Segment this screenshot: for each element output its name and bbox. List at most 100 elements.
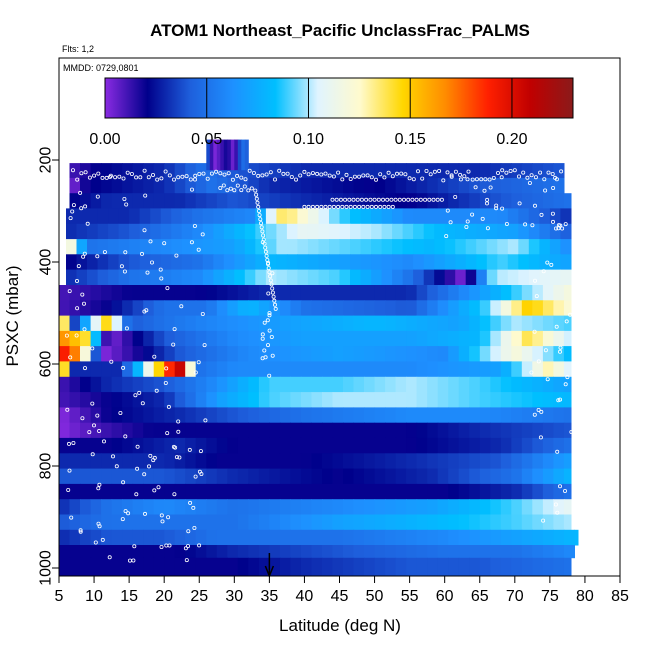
heatmap-cell — [444, 239, 456, 255]
heatmap-cell — [290, 557, 302, 577]
track-point — [197, 543, 202, 548]
heatmap-cell — [122, 330, 134, 347]
heatmap-cell — [111, 468, 123, 485]
track-point — [82, 251, 87, 256]
heatmap-cell — [458, 285, 470, 301]
heatmap-cell — [539, 239, 551, 255]
heatmap-cell — [290, 437, 302, 454]
track-point — [431, 197, 436, 202]
heatmap-cell — [343, 177, 355, 194]
heatmap-cell — [279, 514, 291, 531]
heatmap-cell — [479, 514, 491, 531]
heatmap-cell — [553, 453, 565, 469]
heatmap-cell — [258, 437, 270, 454]
track-point — [265, 343, 270, 348]
track-point — [340, 177, 345, 182]
heatmap-cell — [332, 376, 344, 393]
heatmap-cell — [329, 269, 341, 286]
heatmap-cell — [185, 514, 197, 531]
y-axis-label: PSXC (mbar) — [3, 265, 22, 366]
heatmap-cell — [279, 468, 291, 485]
heatmap-cell — [97, 269, 109, 286]
heatmap-cell — [185, 163, 197, 179]
track-point — [152, 354, 157, 359]
heatmap-cell — [216, 514, 228, 531]
heatmap-cell — [434, 239, 446, 255]
track-point — [380, 197, 385, 202]
heatmap-cell — [80, 453, 92, 469]
heatmap-cell — [227, 361, 239, 378]
heatmap-cell — [511, 330, 523, 347]
heatmap-cell — [490, 346, 502, 362]
heatmap-cell — [511, 557, 523, 577]
track-point — [79, 171, 84, 176]
track-point — [67, 441, 72, 446]
heatmap-cell — [427, 346, 439, 362]
heatmap-cell — [353, 285, 365, 301]
heatmap-cell — [458, 422, 470, 439]
heatmap-cell — [364, 422, 376, 439]
heatmap-cell — [511, 407, 523, 424]
track-point — [148, 453, 153, 458]
track-point — [521, 170, 526, 175]
heatmap-cell — [164, 468, 176, 485]
heatmap-cells — [59, 139, 579, 577]
heatmap-cell — [132, 483, 144, 500]
heatmap-cell — [427, 376, 439, 393]
heatmap-cell — [132, 529, 144, 546]
heatmap-cell — [185, 468, 197, 485]
heatmap-cell — [448, 545, 460, 559]
heatmap-cell — [59, 557, 71, 577]
heatmap-cell — [101, 422, 113, 439]
heatmap-cell — [549, 223, 561, 240]
heatmap-cell — [80, 557, 92, 577]
track-point — [142, 472, 147, 477]
heatmap-cell — [542, 453, 554, 469]
heatmap-cell — [111, 376, 123, 393]
heatmap-cell — [427, 285, 439, 301]
track-point — [83, 204, 88, 209]
track-point — [122, 269, 127, 274]
x-tick-label: 65 — [471, 588, 489, 605]
heatmap-cell — [343, 361, 355, 378]
heatmap-cell — [132, 300, 144, 316]
track-point — [551, 185, 556, 190]
track-point — [499, 175, 504, 180]
x-tick-label: 30 — [225, 588, 243, 605]
track-point — [302, 169, 307, 174]
track-point — [149, 260, 154, 265]
heatmap-cell — [59, 346, 71, 362]
heatmap-cell — [542, 422, 554, 439]
track-point — [556, 226, 561, 231]
heatmap-cell — [500, 529, 512, 546]
heatmap-cell — [234, 223, 246, 240]
heatmap-cell — [279, 193, 291, 209]
heatmap-cell — [497, 223, 509, 240]
track-point — [267, 373, 272, 378]
heatmap-cell — [437, 483, 449, 500]
track-point — [306, 172, 311, 177]
heatmap-cell — [185, 407, 197, 424]
heatmap-cell — [118, 239, 130, 255]
heatmap-cell — [300, 557, 312, 577]
heatmap-cell — [395, 499, 407, 515]
heatmap-cell — [174, 468, 186, 485]
heatmap-cell — [101, 437, 113, 454]
heatmap-cell — [87, 269, 99, 286]
heatmap-cell — [216, 300, 228, 316]
track-point — [155, 177, 160, 182]
track-point — [458, 172, 463, 177]
heatmap-cell — [448, 453, 460, 469]
heatmap-cell — [174, 315, 186, 332]
heatmap-cell — [343, 407, 355, 424]
heatmap-cell — [206, 437, 218, 454]
x-tick-label: 80 — [576, 588, 594, 605]
heatmap-cell — [332, 529, 344, 546]
heatmap-cell — [195, 346, 207, 362]
heatmap-cell — [69, 514, 81, 531]
track-point — [189, 187, 194, 192]
track-point — [397, 197, 402, 202]
heatmap-cell — [90, 330, 102, 347]
track-point — [226, 171, 231, 176]
heatmap-cell — [332, 437, 344, 454]
